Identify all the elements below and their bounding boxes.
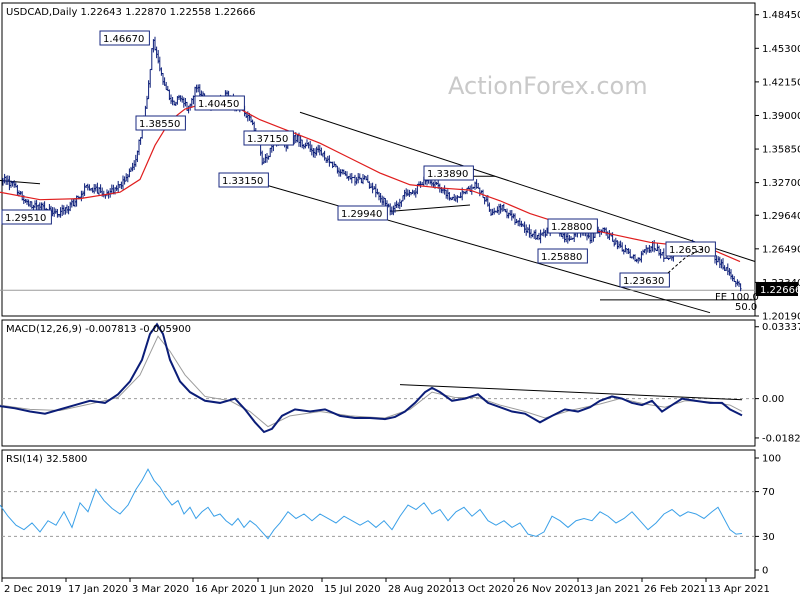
annotation-box bbox=[1, 209, 52, 225]
annotation-text: 1.33150 bbox=[222, 176, 263, 187]
macd-line bbox=[0, 322, 743, 434]
annotation-text: 1.29940 bbox=[341, 209, 382, 220]
price-annotation: 1.33890 bbox=[423, 165, 474, 181]
fe100-label: FE 100.0 bbox=[715, 292, 759, 303]
annotation-text: 1.29510 bbox=[5, 213, 46, 224]
annotation-text: 1.38550 bbox=[139, 119, 180, 130]
price-annotation: 1.33150 bbox=[218, 172, 269, 188]
annotation-text: 1.26530 bbox=[669, 245, 710, 256]
annotation-box bbox=[665, 241, 716, 257]
price-tick-label: 1.32700 bbox=[762, 178, 800, 189]
date-tick-label: 28 Aug 2020 bbox=[388, 584, 452, 595]
price-tick-label: 1.45300 bbox=[762, 44, 800, 55]
channel-line-upper bbox=[299, 111, 756, 262]
annotation-box bbox=[423, 165, 474, 181]
rsi-axis: 100 70 30 0 bbox=[2, 454, 781, 577]
date-tick-label: 13 Oct 2020 bbox=[452, 584, 514, 595]
date-tick-label: 26 Feb 2021 bbox=[644, 584, 706, 595]
annotation-box bbox=[135, 115, 186, 131]
annotation-box bbox=[547, 218, 598, 234]
price-annotation: 1.37150 bbox=[243, 130, 294, 146]
price-annotation: 1.46670 bbox=[99, 30, 150, 46]
price-annotation: 1.29940 bbox=[337, 205, 388, 221]
price-annotation: 1.38550 bbox=[135, 115, 186, 131]
price-annotation: 1.40450 bbox=[194, 95, 245, 111]
annotation-text: 1.46670 bbox=[103, 34, 144, 45]
annotation-box bbox=[243, 130, 294, 146]
annotation-text: 1.33890 bbox=[427, 169, 468, 180]
price-tick-label: 1.29640 bbox=[762, 211, 800, 222]
rsi-tick-label: 100 bbox=[762, 454, 781, 465]
rsi-tick-label: 0 bbox=[762, 566, 768, 577]
macd-tick-label: 0.00 bbox=[762, 394, 784, 405]
date-tick-label: 2 Dec 2019 bbox=[4, 584, 62, 595]
macd-title: MACD(12,26,9) -0.007813 -0.005900 bbox=[6, 324, 191, 335]
annotation-box bbox=[619, 272, 670, 288]
moving-average bbox=[0, 104, 741, 263]
current-price-label: 1.22666 bbox=[760, 285, 800, 296]
price-tick-label: 1.48450 bbox=[762, 10, 800, 21]
annotation-text: 1.23630 bbox=[623, 276, 664, 287]
macd-signal-line bbox=[0, 335, 743, 428]
ma-line bbox=[0, 104, 741, 263]
price-tick-label: 1.42150 bbox=[762, 77, 800, 88]
rsi-series-line bbox=[0, 468, 743, 540]
channel-line-mid bbox=[389, 204, 471, 212]
date-tick-label: 26 Nov 2020 bbox=[516, 584, 580, 595]
price-annotation: 1.28800 bbox=[547, 218, 598, 234]
watermark: ActionForex.com bbox=[448, 72, 648, 100]
macd-tick-label: 0.03337 bbox=[762, 322, 800, 333]
annotation-box bbox=[537, 248, 588, 264]
annotation-box bbox=[218, 172, 269, 188]
fe50-label: 50.0 bbox=[735, 302, 757, 313]
annotation-text: 1.25880 bbox=[541, 252, 582, 263]
rsi-tick-label: 30 bbox=[762, 532, 775, 543]
price-tick-label: 1.35850 bbox=[762, 145, 800, 156]
date-tick-label: 1 Jun 2020 bbox=[260, 584, 314, 595]
date-tick-label: 13 Apr 2021 bbox=[708, 584, 770, 595]
date-tick-label: 3 Mar 2020 bbox=[132, 584, 189, 595]
date-axis: 2 Dec 2019 17 Jan 2020 3 Mar 2020 16 Apr 20… bbox=[1, 578, 770, 595]
price-tick-label: 1.26490 bbox=[762, 244, 800, 255]
date-tick-label: 17 Jan 2020 bbox=[68, 584, 128, 595]
annotation-box bbox=[337, 205, 388, 221]
ohlc-bar bbox=[739, 283, 742, 292]
price-annotation: 1.23630 bbox=[619, 272, 670, 288]
price-annotation: 1.29510 bbox=[1, 209, 52, 225]
macd-axis: 0.03337 0.00 -0.018262 bbox=[2, 322, 800, 444]
annotation-text: 1.40450 bbox=[198, 99, 239, 110]
rsi-tick-label: 70 bbox=[762, 487, 775, 498]
current-price-box bbox=[756, 282, 798, 296]
date-tick-label: 16 Apr 2020 bbox=[195, 584, 257, 595]
annotation-text: 1.28800 bbox=[551, 222, 592, 233]
price-annotation: 1.26530 bbox=[665, 241, 716, 257]
date-tick-label: 13 Jan 2021 bbox=[580, 584, 640, 595]
annotation-box bbox=[99, 30, 150, 46]
annotation-text: 1.37150 bbox=[247, 134, 288, 145]
price-axis: 1.48450 1.45300 1.42150 1.39000 1.35850 1.327… bbox=[755, 10, 800, 323]
rsi-line bbox=[0, 468, 743, 540]
price-annotation: 1.25880 bbox=[537, 248, 588, 264]
annotation-box bbox=[194, 95, 245, 111]
macd-lines bbox=[0, 322, 743, 434]
rsi-title: RSI(14) 32.5800 bbox=[6, 454, 87, 465]
price-panel bbox=[1, 2, 756, 317]
date-tick-label: 15 Jul 2020 bbox=[324, 584, 381, 595]
macd-trendline bbox=[399, 384, 743, 401]
price-tick-label: 1.39000 bbox=[762, 111, 800, 122]
price-annotations: 1.46670 1.40450 1.38550 1.37150 1.33150 1.338… bbox=[1, 30, 716, 288]
price-tick-label: 1.20190 bbox=[762, 312, 800, 323]
macd-tick-label: -0.018262 bbox=[762, 433, 800, 444]
price-title: USDCAD,Daily 1.22643 1.22870 1.22558 1.2… bbox=[6, 7, 256, 18]
rsi-panel bbox=[1, 449, 756, 579]
macd-panel bbox=[1, 319, 756, 447]
